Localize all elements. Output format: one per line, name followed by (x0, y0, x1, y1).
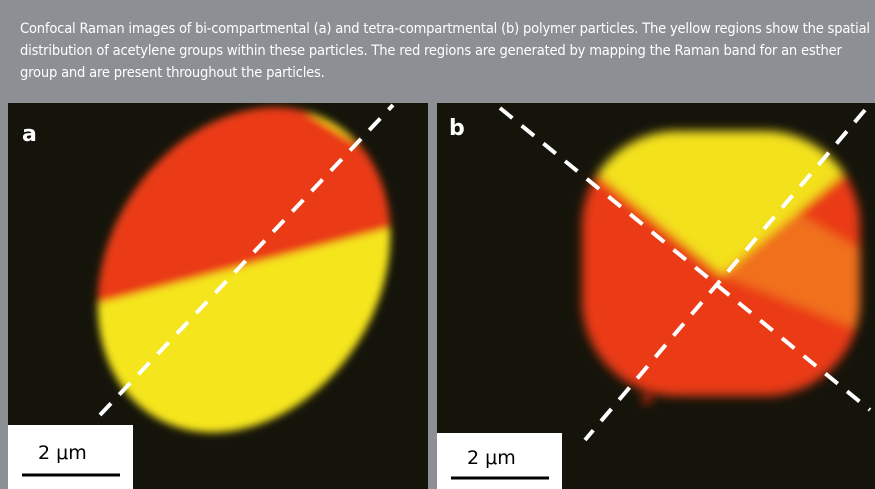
caption: Confocal Raman images of bi-compartmenta… (20, 18, 870, 84)
panel-a: a 2 μm (8, 103, 428, 489)
scale-bar-label: 2 μm (38, 442, 87, 464)
scale-bar-label: 2 μm (467, 447, 516, 469)
panel-b: b 2 μm (437, 103, 875, 489)
panel-label: a (22, 122, 37, 147)
panel-label: b (449, 116, 465, 141)
figure: Confocal Raman images of bi-compartmenta… (0, 0, 875, 489)
